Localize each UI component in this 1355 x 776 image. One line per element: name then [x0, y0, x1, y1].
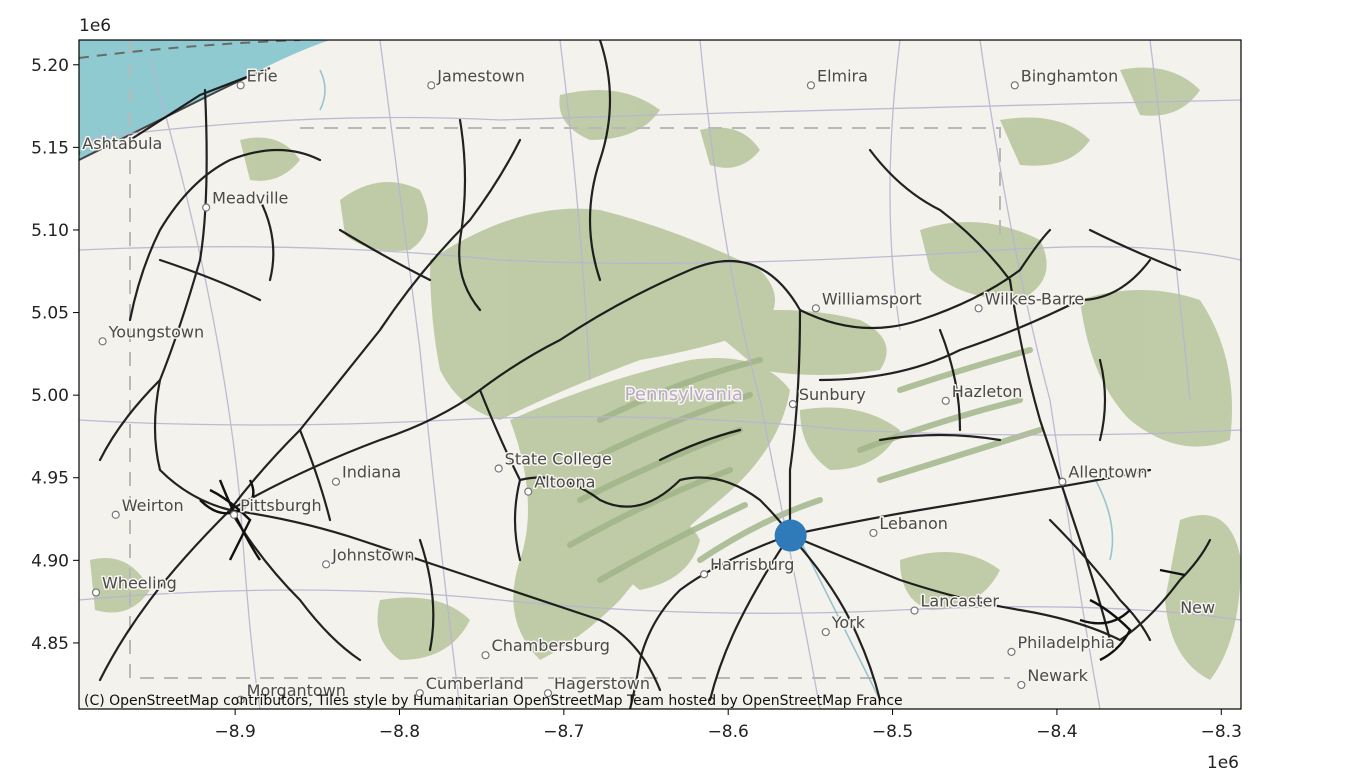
x-tick-label: −8.4 [1036, 722, 1077, 742]
city-label: Sunbury [799, 385, 866, 404]
x-tick-label: −8.8 [379, 722, 420, 742]
y-offset-label: 1e6 [79, 16, 111, 36]
city-label: Meadville [212, 189, 288, 208]
city-dot-icon [331, 477, 341, 486]
forest-ridges [567, 347, 1043, 583]
city-label: State College [505, 450, 612, 469]
city-label: Cumberland [426, 674, 524, 693]
city-dot-icon [1007, 647, 1016, 656]
city-label: Hagerstown [554, 674, 650, 693]
city-label: Indiana [342, 463, 401, 482]
city-label: Jamestown [436, 66, 525, 85]
city-dot-icon [481, 651, 490, 660]
city-label: Lancaster [921, 592, 1000, 611]
city-label: Philadelphia [1017, 633, 1114, 652]
city-label: Erie [247, 66, 278, 85]
y-tick-label: 4.90 [31, 551, 69, 571]
city-label: Elmira [817, 66, 868, 85]
city-dot-icon [788, 400, 797, 409]
city-labels: Erie Jamestown Elmira Binghamton Ashtabula Me… [79, 65, 1217, 704]
city-dot-icon [91, 588, 101, 597]
city-dot-icon [524, 487, 533, 496]
city-label: Wheeling [102, 573, 177, 592]
city-label: Wilkes-Barre [985, 289, 1085, 308]
city-label: Johnstown [331, 545, 414, 564]
city-label: Newark [1027, 666, 1088, 685]
city-dot-icon [1017, 680, 1026, 690]
axes-frame [78, 39, 1242, 710]
city-label: Youngstown [108, 322, 205, 341]
city-dot-icon [202, 203, 211, 212]
map-area[interactable]: Erie Jamestown Elmira Binghamton Ashtabula Me… [73, 40, 1241, 709]
city-dot-icon [941, 396, 950, 405]
city-dot-icon [322, 560, 331, 569]
city-dot-icon [811, 304, 820, 313]
city-label: Weirton [122, 496, 184, 515]
city-dot-icon [98, 337, 107, 346]
city-dot-icon [236, 695, 245, 704]
y-tick-label: 5.20 [31, 56, 69, 76]
rail-network [98, 40, 1212, 709]
city-label: Lebanon [879, 514, 948, 533]
city-dot-icon [806, 81, 816, 90]
rail-hub-pittsburgh [199, 479, 261, 561]
city-label: Harrisburg [710, 555, 794, 574]
city-dot-icon [236, 81, 245, 90]
y-axis: 4.85 4.90 4.95 5.00 5.05 5.10 5.15 5.20 [31, 56, 79, 654]
city-dot-icon [869, 528, 878, 538]
city-label: Williamsport [822, 289, 922, 308]
lake-erie [79, 40, 330, 160]
city-dot-icon [427, 81, 436, 90]
x-axis: −8.9 −8.8 −8.7 −8.6 −8.5 −8.4 −8.3 [214, 709, 1242, 742]
city-dot-icon [700, 570, 709, 579]
city-dot-icon [543, 689, 553, 698]
city-dot-icon [974, 304, 983, 313]
y-tick-label: 5.10 [31, 221, 69, 241]
city-label: New [1180, 598, 1215, 617]
rail-hub-philadelphia [1079, 568, 1186, 662]
x-tick-label: −8.5 [872, 722, 913, 742]
x-tick-label: −8.9 [214, 722, 255, 742]
city-label: Binghamton [1021, 66, 1118, 85]
city-label: Ashtabula [82, 134, 162, 153]
x-offset-label: 1e6 [1207, 753, 1239, 773]
city-label: Pittsburgh [240, 496, 322, 515]
y-tick-label: 5.05 [31, 304, 69, 324]
map-attribution: (C) OpenStreetMap contributors, Tiles st… [84, 693, 903, 709]
lake-erie-shipping-line [79, 40, 301, 59]
city-label: Altoona [534, 473, 595, 492]
city-dot-icon [111, 510, 120, 519]
y-tick-label: 4.95 [31, 469, 69, 489]
state-label: Pennsylvania [625, 384, 743, 405]
x-tick-label: −8.3 [1201, 722, 1242, 742]
city-dot-icon [1010, 81, 1019, 90]
city-label: Morgantown [247, 681, 346, 700]
roads [79, 40, 1241, 709]
y-tick-label: 5.15 [31, 138, 69, 158]
city-dot-icon [821, 627, 830, 637]
y-tick-label: 5.00 [31, 386, 69, 406]
city-label: Allentown [1068, 463, 1147, 482]
y-tick-label: 4.85 [31, 634, 69, 654]
forest-areas [90, 67, 1241, 680]
city-label: Hazleton [952, 382, 1023, 401]
x-tick-label: −8.7 [543, 722, 584, 742]
city-dot-icon [415, 689, 424, 698]
city-dot-icon [494, 464, 503, 473]
city-label: York [831, 613, 866, 632]
city-label: Chambersburg [492, 636, 610, 655]
city-dot-icon [1058, 477, 1067, 486]
x-tick-label: −8.6 [708, 722, 749, 742]
city-dot-icon [229, 510, 239, 519]
city-dot-icon [910, 606, 919, 615]
location-marker[interactable] [774, 519, 807, 552]
